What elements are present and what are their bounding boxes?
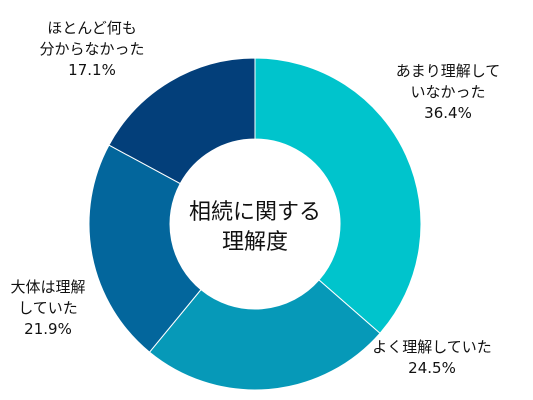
slice-label-3-line-2: していた bbox=[18, 299, 78, 317]
slice-label-4-line-1: ほとんど何も bbox=[47, 19, 137, 37]
center-title-line-1: 相続に関する bbox=[189, 200, 321, 225]
center-title-line-2: 理解度 bbox=[222, 230, 288, 255]
slices-group bbox=[88, 57, 422, 391]
slice-percent-4: 17.1% bbox=[68, 61, 116, 79]
slice-label-4-line-2: 分からなかった bbox=[39, 40, 144, 58]
slice-label-1-line-2: いなかった bbox=[410, 83, 485, 101]
slice-percent-2: 24.5% bbox=[408, 359, 456, 377]
slice-percent-1: 36.4% bbox=[424, 104, 472, 122]
donut-slice-4 bbox=[108, 57, 256, 185]
donut-slice-3 bbox=[88, 144, 202, 353]
slice-label-3-line-1: 大体は理解 bbox=[10, 278, 85, 296]
donut-slice-2 bbox=[148, 279, 381, 391]
slice-label-2-line-1: よく理解していた bbox=[372, 338, 492, 356]
slice-percent-3: 21.9% bbox=[24, 320, 72, 338]
donut-slice-1 bbox=[254, 57, 422, 334]
slice-label-1-line-1: あまり理解して bbox=[396, 62, 501, 80]
